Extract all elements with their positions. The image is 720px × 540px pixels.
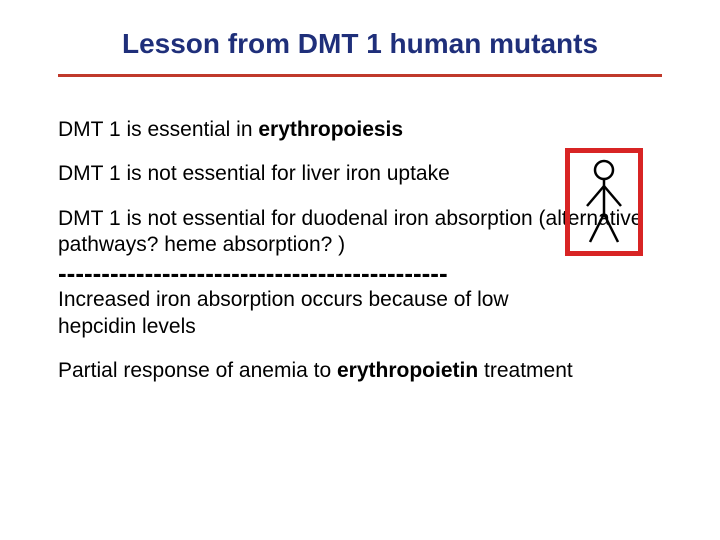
slide-title: Lesson from DMT 1 human mutants: [58, 28, 662, 60]
point-5: Partial response of anemia to erythropoi…: [58, 358, 662, 384]
title-rule: [58, 74, 662, 77]
point-5-pre: Partial response of anemia to: [58, 359, 337, 382]
figure-frame: [565, 148, 643, 256]
point-1: DMT 1 is essential in erythropoiesis: [58, 117, 662, 143]
dash-separator: ----------------------------------------…: [58, 262, 662, 285]
stick-figure-icon: [581, 158, 627, 246]
point-5-bold: erythropoietin: [337, 359, 478, 382]
point-1-bold: erythropoiesis: [258, 118, 403, 141]
point-4: Increased iron absorption occurs because…: [58, 287, 528, 340]
point-1-text: DMT 1 is essential in: [58, 118, 258, 141]
point-5-post: treatment: [478, 359, 573, 382]
slide: Lesson from DMT 1 human mutants DMT 1 is…: [0, 0, 720, 540]
